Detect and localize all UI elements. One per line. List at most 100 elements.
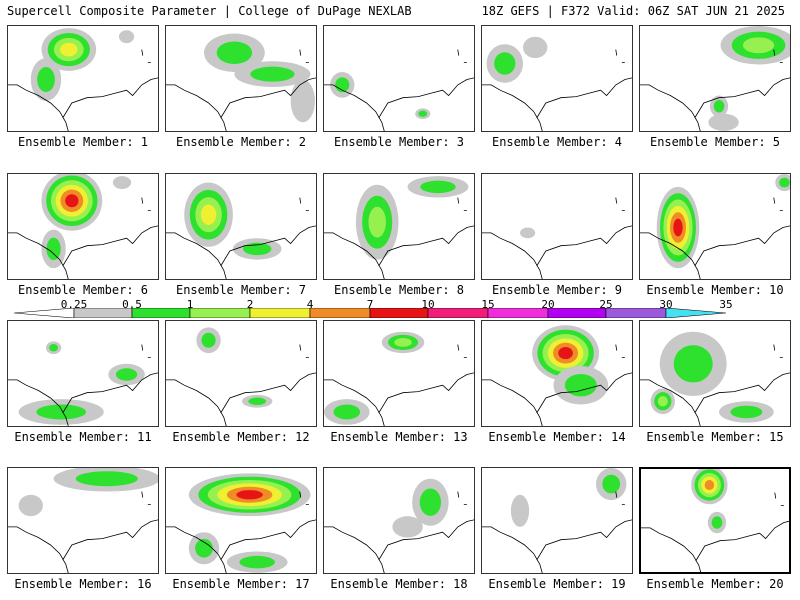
- scp-contour: [602, 474, 621, 494]
- scp-contour: [49, 344, 59, 352]
- coastline: [324, 232, 385, 279]
- scp-contour: [333, 404, 361, 420]
- ensemble-member-label: Ensemble Member: 4: [491, 135, 623, 149]
- ensemble-member-panel[interactable]: [639, 467, 791, 574]
- ensemble-member-label: Ensemble Member: 16: [14, 577, 152, 591]
- ensemble-member-panel[interactable]: [639, 320, 791, 427]
- ensemble-member-panel[interactable]: [165, 173, 317, 280]
- coastline: [324, 379, 385, 426]
- ensemble-member-panel[interactable]: [323, 320, 475, 427]
- ensemble-member-panel[interactable]: [323, 467, 475, 574]
- ensemble-member-panel[interactable]: [165, 467, 317, 574]
- scp-contour: [201, 332, 216, 348]
- colorbar-segment: [369, 308, 429, 318]
- ensemble-member-panel[interactable]: [7, 25, 159, 132]
- scp-contour: [36, 404, 87, 420]
- coastline: [220, 372, 316, 414]
- lake-outline: [773, 49, 783, 63]
- scp-contour: [711, 516, 723, 529]
- scp-contour: [250, 66, 295, 82]
- coastline: [378, 225, 474, 267]
- member-map: [482, 36, 632, 131]
- ensemble-member-panel[interactable]: [7, 320, 159, 427]
- ensemble-member-panel[interactable]: [323, 173, 475, 280]
- colorbar-segment: [605, 308, 667, 318]
- colorbar-segment: [665, 308, 727, 318]
- coastline: [8, 232, 69, 279]
- scp-contour: [368, 206, 386, 238]
- lake-outline: [141, 491, 151, 505]
- member-map: [324, 478, 474, 573]
- scp-contour: [520, 227, 536, 239]
- ensemble-member-label: Ensemble Member: 20: [646, 577, 784, 591]
- coastline: [482, 84, 543, 131]
- colorbar-segment: [547, 308, 607, 318]
- scp-contour: [290, 79, 315, 123]
- ensemble-member-label: Ensemble Member: 1: [17, 135, 149, 149]
- lake-outline: [773, 344, 783, 358]
- ensemble-member-panel[interactable]: [639, 25, 791, 132]
- ensemble-member-panel[interactable]: [165, 25, 317, 132]
- lake-outline: [299, 197, 309, 211]
- ensemble-member-label: Ensemble Member: 3: [333, 135, 465, 149]
- member-map: [640, 26, 790, 131]
- scp-contour: [673, 345, 713, 383]
- ensemble-member-label: Ensemble Member: 9: [491, 283, 623, 297]
- ensemble-member-panel[interactable]: [481, 25, 633, 132]
- coastline: [640, 84, 701, 131]
- scp-contour: [704, 480, 715, 491]
- ensemble-member-panel[interactable]: [481, 467, 633, 574]
- coastline: [641, 527, 702, 572]
- ensemble-member-label: Ensemble Member: 5: [649, 135, 781, 149]
- ensemble-member-panel[interactable]: [7, 173, 159, 280]
- lake-outline: [141, 197, 151, 211]
- scp-contour: [420, 180, 456, 194]
- scp-contour: [708, 113, 739, 131]
- coastline: [640, 379, 701, 426]
- ensemble-member-panel[interactable]: [7, 467, 159, 574]
- scp-contour: [419, 488, 442, 516]
- scp-contour: [65, 194, 79, 208]
- colorbar-tick-label: 30: [659, 298, 673, 311]
- coastline: [166, 379, 227, 426]
- scp-contour: [564, 373, 597, 397]
- ensemble-member-label: Ensemble Member: 8: [333, 283, 465, 297]
- ensemble-member-label: Ensemble Member: 14: [488, 430, 626, 444]
- colorbar-segment: [487, 308, 549, 318]
- ensemble-member-panel[interactable]: [481, 173, 633, 280]
- scp-contour: [112, 176, 132, 189]
- member-map: [640, 331, 790, 426]
- coastline: [62, 519, 158, 561]
- member-map: [166, 182, 316, 279]
- ensemble-member-panel[interactable]: [481, 320, 633, 427]
- coastline: [536, 77, 632, 119]
- scp-contour: [730, 405, 763, 419]
- coastline: [8, 379, 69, 426]
- ensemble-member-label: Ensemble Member: 11: [14, 430, 152, 444]
- coastline: [378, 77, 474, 119]
- ensemble-member-panel[interactable]: [165, 320, 317, 427]
- member-map: [8, 468, 158, 573]
- member-map: [166, 327, 316, 426]
- ensemble-member-panel[interactable]: [639, 173, 791, 280]
- coastline: [482, 232, 543, 279]
- scp-contour: [18, 494, 43, 517]
- lake-outline: [299, 49, 309, 63]
- member-map: [166, 473, 316, 573]
- member-map: [324, 331, 474, 426]
- coastline: [695, 520, 789, 562]
- member-map: [8, 341, 158, 426]
- coastline: [62, 372, 158, 414]
- ensemble-member-label: Ensemble Member: 17: [172, 577, 310, 591]
- ensemble-member-label: Ensemble Member: 15: [646, 430, 784, 444]
- colorbar-tick-label: 2: [246, 298, 254, 311]
- coastline: [378, 519, 474, 561]
- colorbar-tick-label: 10: [421, 298, 435, 311]
- lake-outline: [457, 197, 467, 211]
- ensemble-member-panel[interactable]: [323, 25, 475, 132]
- scp-contour: [742, 37, 775, 54]
- scp-contour: [46, 237, 61, 261]
- member-map: [482, 325, 632, 426]
- lake-outline: [141, 344, 151, 358]
- scp-contour: [394, 337, 412, 347]
